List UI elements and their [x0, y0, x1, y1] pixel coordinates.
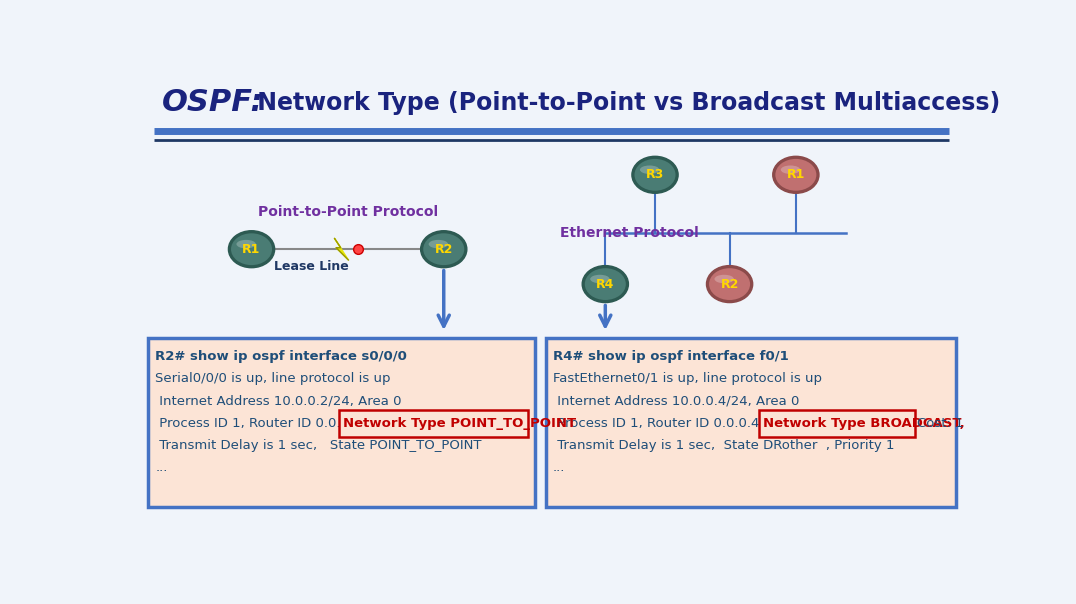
Ellipse shape — [773, 156, 819, 193]
Ellipse shape — [781, 165, 801, 174]
Text: Internet Address 10.0.0.2/24, Area 0: Internet Address 10.0.0.2/24, Area 0 — [155, 394, 402, 407]
Ellipse shape — [714, 275, 734, 283]
Text: Process ID 1, Router ID 0.0.0.2,: Process ID 1, Router ID 0.0.0.2, — [155, 417, 366, 429]
Text: ...: ... — [155, 461, 168, 474]
Text: Network Type POINT_TO_POINT: Network Type POINT_TO_POINT — [343, 417, 577, 429]
FancyBboxPatch shape — [339, 410, 528, 437]
Text: R1: R1 — [787, 169, 805, 181]
Ellipse shape — [634, 158, 677, 191]
Ellipse shape — [237, 240, 256, 248]
Ellipse shape — [708, 267, 751, 301]
Ellipse shape — [228, 231, 274, 268]
Ellipse shape — [640, 165, 660, 174]
Ellipse shape — [422, 233, 465, 266]
Text: R4# show ip ospf interface f0/1: R4# show ip ospf interface f0/1 — [553, 350, 789, 362]
Polygon shape — [335, 239, 349, 260]
FancyBboxPatch shape — [759, 410, 915, 437]
Text: R3: R3 — [646, 169, 664, 181]
Ellipse shape — [421, 231, 467, 268]
Text: Transmit Delay is 1 sec,  State DRother  , Priority 1: Transmit Delay is 1 sec, State DRother ,… — [553, 439, 894, 452]
Text: Cost: 1: Cost: 1 — [917, 417, 963, 429]
Text: R2: R2 — [435, 243, 453, 255]
Text: Point-to-Point Protocol: Point-to-Point Protocol — [257, 205, 438, 219]
Text: Process ID 1, Router ID 0.0.0.4,: Process ID 1, Router ID 0.0.0.4, — [553, 417, 764, 429]
Ellipse shape — [632, 156, 678, 193]
Ellipse shape — [591, 275, 610, 283]
Text: R4: R4 — [596, 278, 614, 291]
Ellipse shape — [230, 233, 273, 266]
Text: OSPF:: OSPF: — [162, 88, 264, 117]
Text: R1: R1 — [242, 243, 260, 255]
Ellipse shape — [707, 266, 753, 303]
Text: Lease Line: Lease Line — [273, 260, 349, 273]
Text: R2: R2 — [721, 278, 739, 291]
Ellipse shape — [428, 240, 448, 248]
Ellipse shape — [584, 267, 627, 301]
FancyBboxPatch shape — [546, 338, 955, 507]
FancyBboxPatch shape — [148, 338, 535, 507]
Text: ...: ... — [553, 461, 566, 474]
Text: Internet Address 10.0.0.4/24, Area 0: Internet Address 10.0.0.4/24, Area 0 — [553, 394, 799, 407]
Text: FastEthernet0/1 is up, line protocol is up: FastEthernet0/1 is up, line protocol is … — [553, 372, 822, 385]
Text: R2# show ip ospf interface s0/0/0: R2# show ip ospf interface s0/0/0 — [155, 350, 408, 362]
Text: Ethernet Protocol: Ethernet Protocol — [560, 226, 698, 240]
Text: Network Type BROADCAST,: Network Type BROADCAST, — [763, 417, 965, 429]
Ellipse shape — [775, 158, 818, 191]
Text: Serial0/0/0 is up, line protocol is up: Serial0/0/0 is up, line protocol is up — [155, 372, 391, 385]
Ellipse shape — [582, 266, 628, 303]
Text: Transmit Delay is 1 sec,   State POINT_TO_POINT: Transmit Delay is 1 sec, State POINT_TO_… — [155, 439, 482, 452]
Text: Network Type (Point-to-Point vs Broadcast Multiaccess): Network Type (Point-to-Point vs Broadcas… — [249, 91, 1001, 115]
